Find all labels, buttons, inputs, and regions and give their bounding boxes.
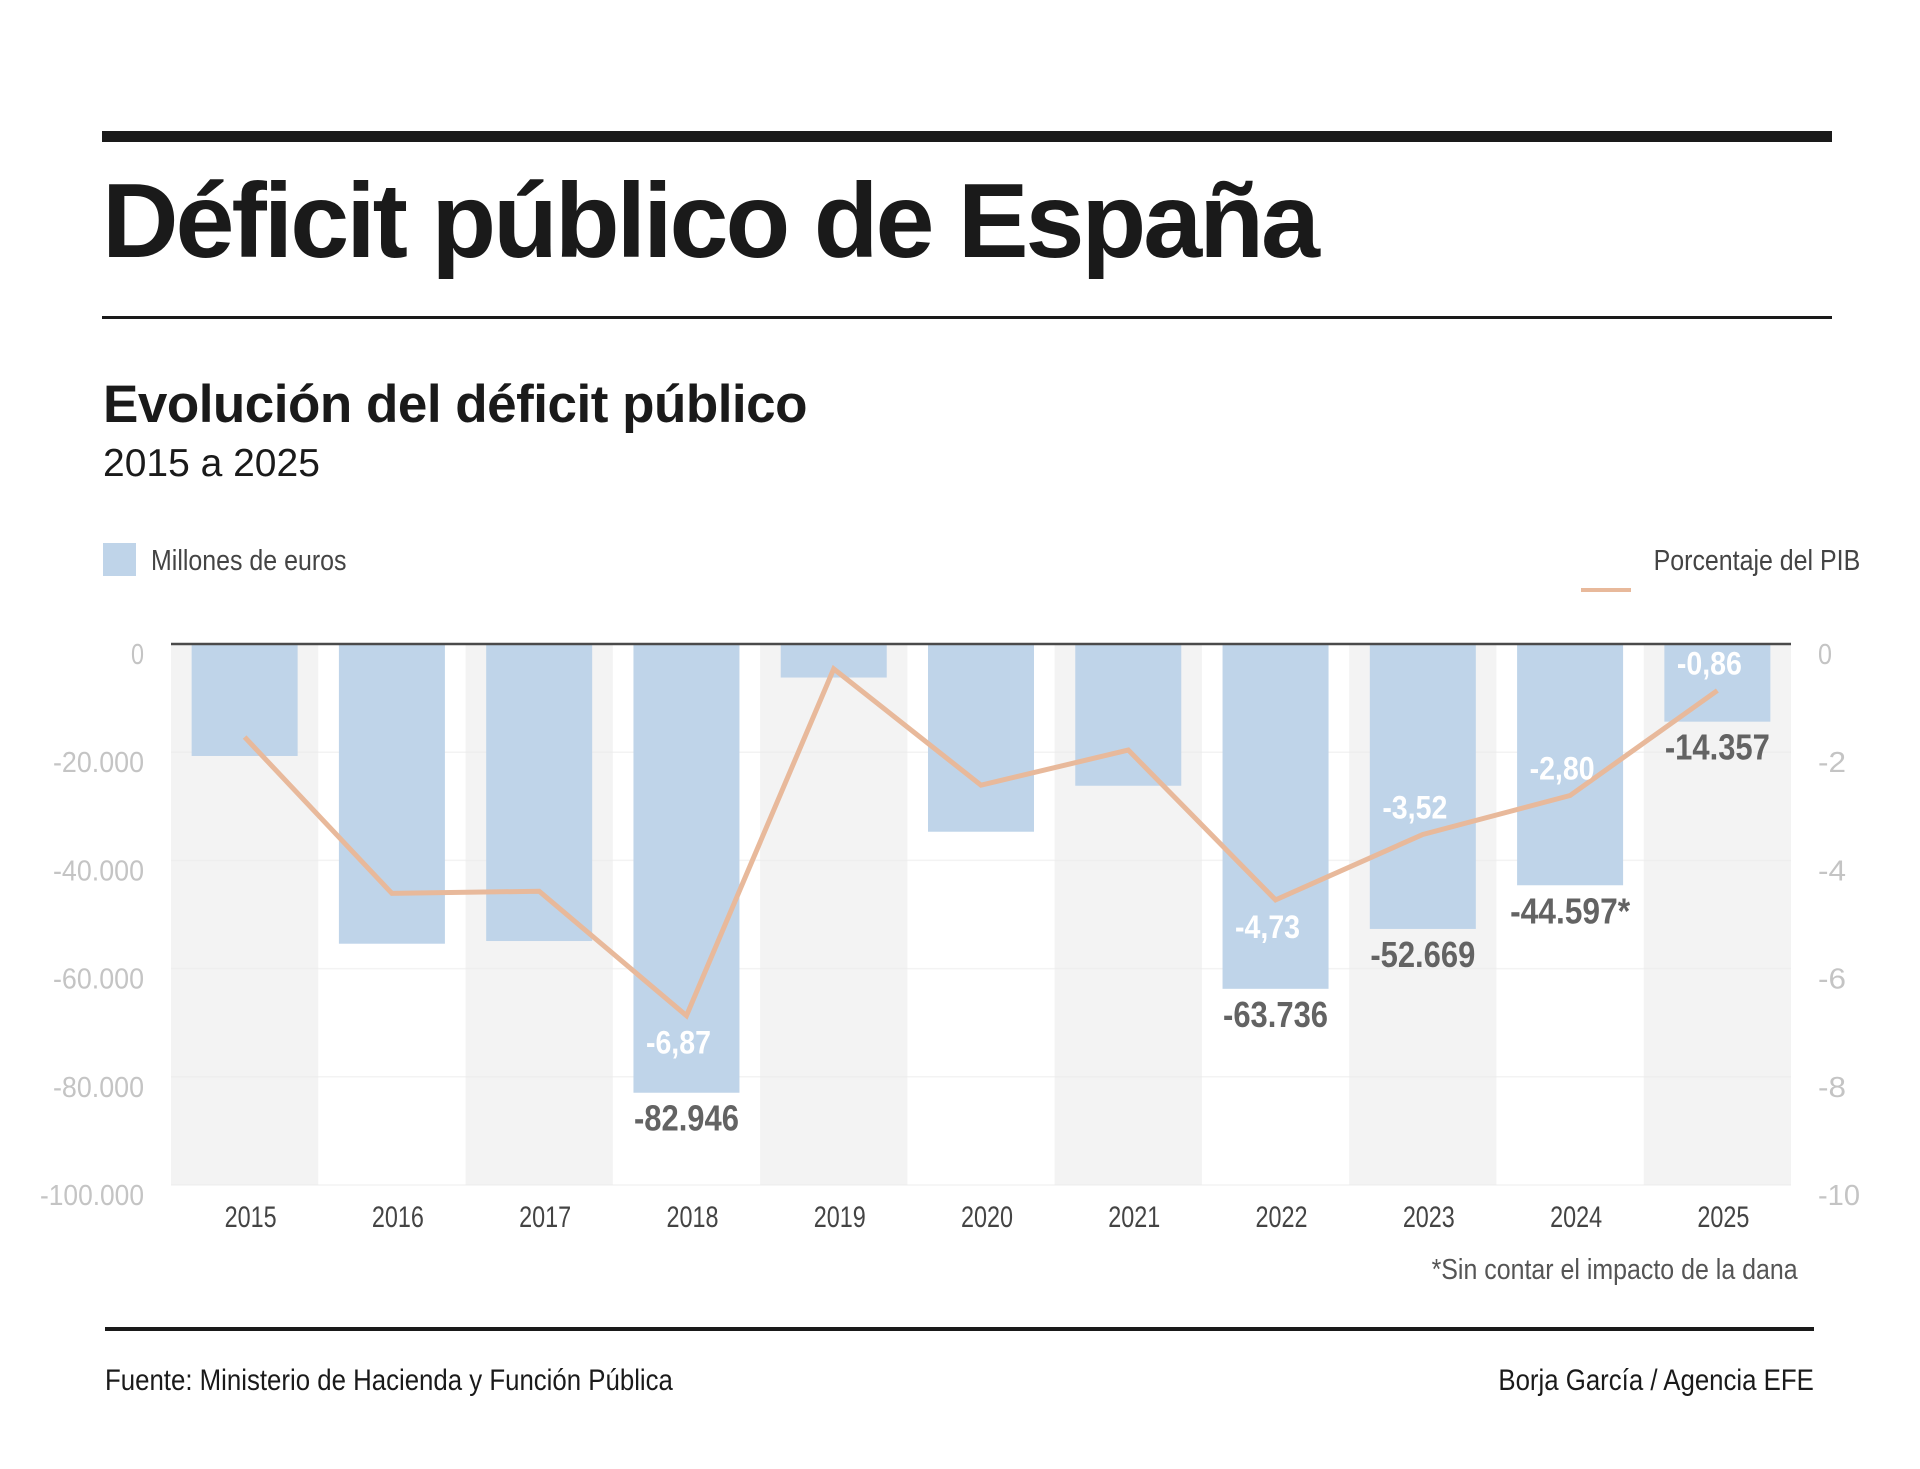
legend-bar-swatch-icon xyxy=(103,543,136,576)
x-axis-label-2015: 2015 xyxy=(225,1201,277,1234)
x-axis-label-2024: 2024 xyxy=(1550,1201,1602,1234)
x-axis-label-2020: 2020 xyxy=(961,1201,1013,1234)
chart-period: 2015 a 2025 xyxy=(103,442,320,485)
right-axis-tick-label: -6 xyxy=(1818,964,1846,996)
bar-2016 xyxy=(338,644,445,944)
page-title: Déficit público de España xyxy=(102,162,1320,280)
bar-value-label-2018: -82.946 xyxy=(634,1098,739,1139)
x-axis-label-2019: 2019 xyxy=(814,1201,866,1234)
legend-line-label: Porcentaje del PIB xyxy=(1653,545,1860,577)
bar-series xyxy=(191,644,1771,1093)
x-axis-label-2025: 2025 xyxy=(1697,1201,1749,1234)
bar-2022 xyxy=(1222,644,1329,989)
legend-bar-label: Millones de euros xyxy=(151,545,347,577)
x-axis-label-2017: 2017 xyxy=(519,1201,571,1234)
left-axis-tick-label: -20.000 xyxy=(53,747,144,779)
top-thick-rule xyxy=(102,131,1832,142)
pib-value-label-2018: -6,87 xyxy=(646,1025,711,1061)
background-band xyxy=(1643,644,1791,1185)
bar-2025 xyxy=(1664,644,1771,722)
right-axis-tick-label: 0 xyxy=(1818,639,1832,671)
pib-value-label-2023: -3,52 xyxy=(1382,789,1447,825)
right-axis-tick-label: -10 xyxy=(1818,1180,1860,1212)
left-axis-tick-label: -100.000 xyxy=(40,1180,144,1212)
left-axis-tick-label: 0 xyxy=(131,639,144,671)
line-series xyxy=(242,664,1719,1020)
x-axis-label-2016: 2016 xyxy=(372,1201,424,1234)
credit-note: Borja García / Agencia EFE xyxy=(1498,1364,1814,1397)
bar-2021 xyxy=(1075,644,1182,786)
x-axis-label-2023: 2023 xyxy=(1403,1201,1455,1234)
pib-value-label-2025: -0,86 xyxy=(1677,646,1742,682)
bar-2023 xyxy=(1369,644,1476,929)
bar-value-label-2024: -44.597* xyxy=(1510,890,1630,931)
right-axis-tick-label: -4 xyxy=(1818,855,1846,887)
chart-subtitle: Evolución del déficit público xyxy=(103,375,808,434)
left-axis-tick-label: -60.000 xyxy=(53,964,144,996)
data-labels: -82.946 -63.736 -52.669 -44.597* -14.357 -6,8… xyxy=(634,646,1770,1139)
right-axis-tick-label: -8 xyxy=(1818,1072,1846,1104)
legend-line-swatch-icon xyxy=(1581,588,1631,592)
source-note: Fuente: Ministerio de Hacienda y Función… xyxy=(105,1364,673,1397)
bar-value-label-2022: -63.736 xyxy=(1223,994,1328,1035)
bar-value-label-2025: -14.357 xyxy=(1665,727,1770,768)
background-band xyxy=(760,644,908,1185)
pib-value-label-2022: -4,73 xyxy=(1235,909,1300,945)
bar-2024 xyxy=(1517,644,1624,886)
footer-divider xyxy=(105,1327,1814,1331)
x-axis-label-2022: 2022 xyxy=(1256,1201,1308,1234)
title-divider xyxy=(102,316,1832,319)
footnote: *Sin contar el impacto de la dana xyxy=(1431,1254,1798,1286)
axis-labels: 0 -20.000 -40.000 -60.000 -80.000 -100.000 0 -2… xyxy=(40,639,1860,1234)
right-axis-tick-label: -2 xyxy=(1818,747,1846,779)
bar-2020 xyxy=(928,644,1034,832)
left-axis-tick-label: -40.000 xyxy=(53,855,144,887)
x-axis-label-2018: 2018 xyxy=(666,1201,718,1234)
bar-2017 xyxy=(486,644,593,942)
pib-value-label-2024: -2,80 xyxy=(1530,750,1595,786)
bar-value-label-2023: -52.669 xyxy=(1370,934,1475,975)
left-axis-tick-label: -80.000 xyxy=(53,1072,144,1104)
x-axis-label-2021: 2021 xyxy=(1108,1201,1160,1234)
